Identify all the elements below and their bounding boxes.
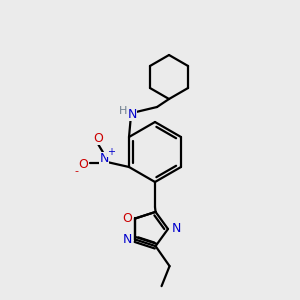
Text: N: N — [99, 152, 109, 166]
Text: O: O — [122, 212, 132, 225]
Text: +: + — [107, 147, 115, 157]
Text: O: O — [93, 131, 103, 145]
Text: N: N — [171, 223, 181, 236]
Text: -: - — [74, 166, 78, 176]
Text: H: H — [119, 106, 127, 116]
Text: N: N — [127, 107, 137, 121]
Text: N: N — [123, 233, 132, 246]
Text: O: O — [78, 158, 88, 172]
